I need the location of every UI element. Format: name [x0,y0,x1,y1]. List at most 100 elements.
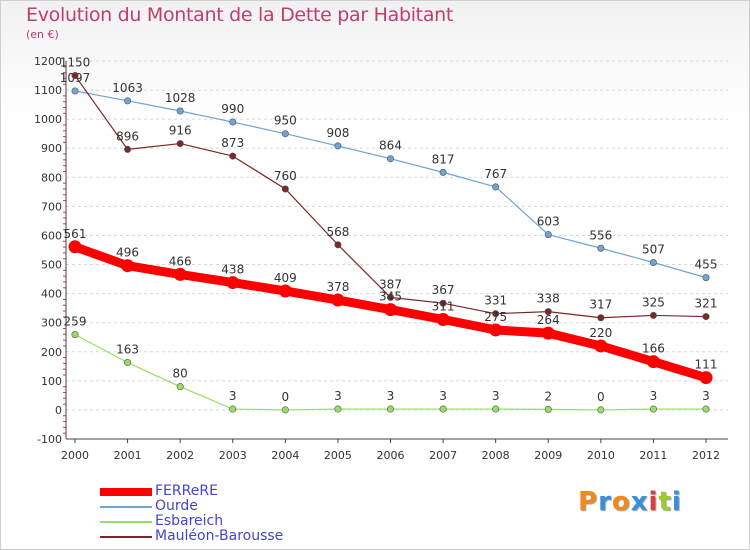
data-point [492,405,500,413]
data-point [702,405,710,413]
data-label: 916 [169,124,192,138]
y-tick-label: 400 [41,288,62,301]
data-point [229,152,237,160]
data-point [281,130,289,138]
data-point [68,240,82,254]
data-point [124,97,132,105]
data-point [597,314,605,322]
data-label: 0 [282,390,290,404]
data-point [226,276,240,290]
data-label: 496 [116,246,139,260]
data-label: 2 [544,389,552,403]
data-point [386,155,394,163]
legend-swatch [100,536,152,538]
data-point [331,293,345,307]
data-label: 3 [492,389,500,403]
data-label: 3 [650,389,658,403]
data-label: 507 [642,243,665,257]
proxiti-logo: Proxiti [578,487,682,517]
data-label: 3 [387,389,395,403]
data-point [176,107,184,115]
y-tick-label: 100 [41,375,62,388]
x-tick-label: 2003 [219,449,247,462]
data-label: 387 [379,277,402,291]
data-point [176,383,184,391]
data-point [121,259,135,273]
legend-swatch [100,488,152,496]
data-point [492,183,500,191]
data-label: 556 [589,228,612,242]
data-point [594,339,608,353]
data-point [649,405,657,413]
data-label: 338 [537,292,560,306]
data-label: 378 [326,280,349,294]
chart-title: Evolution du Montant de la Dette par Hab… [26,4,454,26]
data-label: 568 [326,225,349,239]
data-label: 950 [274,114,297,128]
data-point [281,185,289,193]
data-point [334,405,342,413]
data-point [334,241,342,249]
data-label: 331 [484,294,507,308]
data-label: 767 [484,167,507,181]
y-tick-label: 0 [55,404,62,417]
data-point [541,326,555,340]
data-label: 864 [379,139,402,153]
data-label: 264 [537,313,560,327]
logo-letter: t [658,487,672,517]
logo-letter: o [611,487,631,517]
data-point [386,405,394,413]
y-tick-label: 1100 [34,84,62,97]
data-point [702,313,710,321]
x-tick-label: 2012 [692,449,720,462]
legend-label: Mauléon-Barousse [155,528,284,544]
x-tick-label: 2011 [639,449,667,462]
data-label: 3 [229,389,237,403]
data-label: 80 [173,367,188,381]
data-label: 3 [702,389,710,403]
data-point [649,259,657,267]
chart-subtitle: (en €) [26,28,59,41]
data-label: 163 [116,343,139,357]
data-point [278,284,292,298]
data-point [229,118,237,126]
data-point [124,359,132,367]
data-point [649,311,657,319]
data-point [386,293,394,301]
data-label: 409 [274,271,297,285]
y-tick-label: 600 [41,229,62,242]
data-label: 3 [334,389,342,403]
data-point [439,405,447,413]
logo-letter: P [578,487,599,517]
data-label: 311 [432,299,455,313]
y-tick-label: 300 [41,317,62,330]
data-label: 455 [695,258,718,272]
data-label: 873 [221,136,244,150]
data-label: 111 [695,358,718,372]
data-point [173,267,187,281]
data-label: 0 [597,390,605,404]
x-tick-label: 2009 [534,449,562,462]
y-tick-label: 200 [41,346,62,359]
data-point [597,406,605,414]
x-tick-label: 2010 [587,449,615,462]
data-point [699,371,713,385]
data-point [489,323,503,337]
logo-letter: r [598,487,612,517]
y-tick-label: 1200 [34,55,62,68]
data-point [544,308,552,316]
data-point [492,310,500,318]
x-tick-label: 2008 [482,449,510,462]
x-tick-label: 2007 [429,449,457,462]
data-label: 367 [432,283,455,297]
logo-letter: i [648,487,659,517]
data-point [384,303,397,317]
data-label: 603 [537,215,560,229]
data-point [71,87,79,95]
data-label: 760 [274,169,297,183]
data-label: 1028 [165,91,196,105]
data-point [436,312,450,326]
data-point [544,405,552,413]
